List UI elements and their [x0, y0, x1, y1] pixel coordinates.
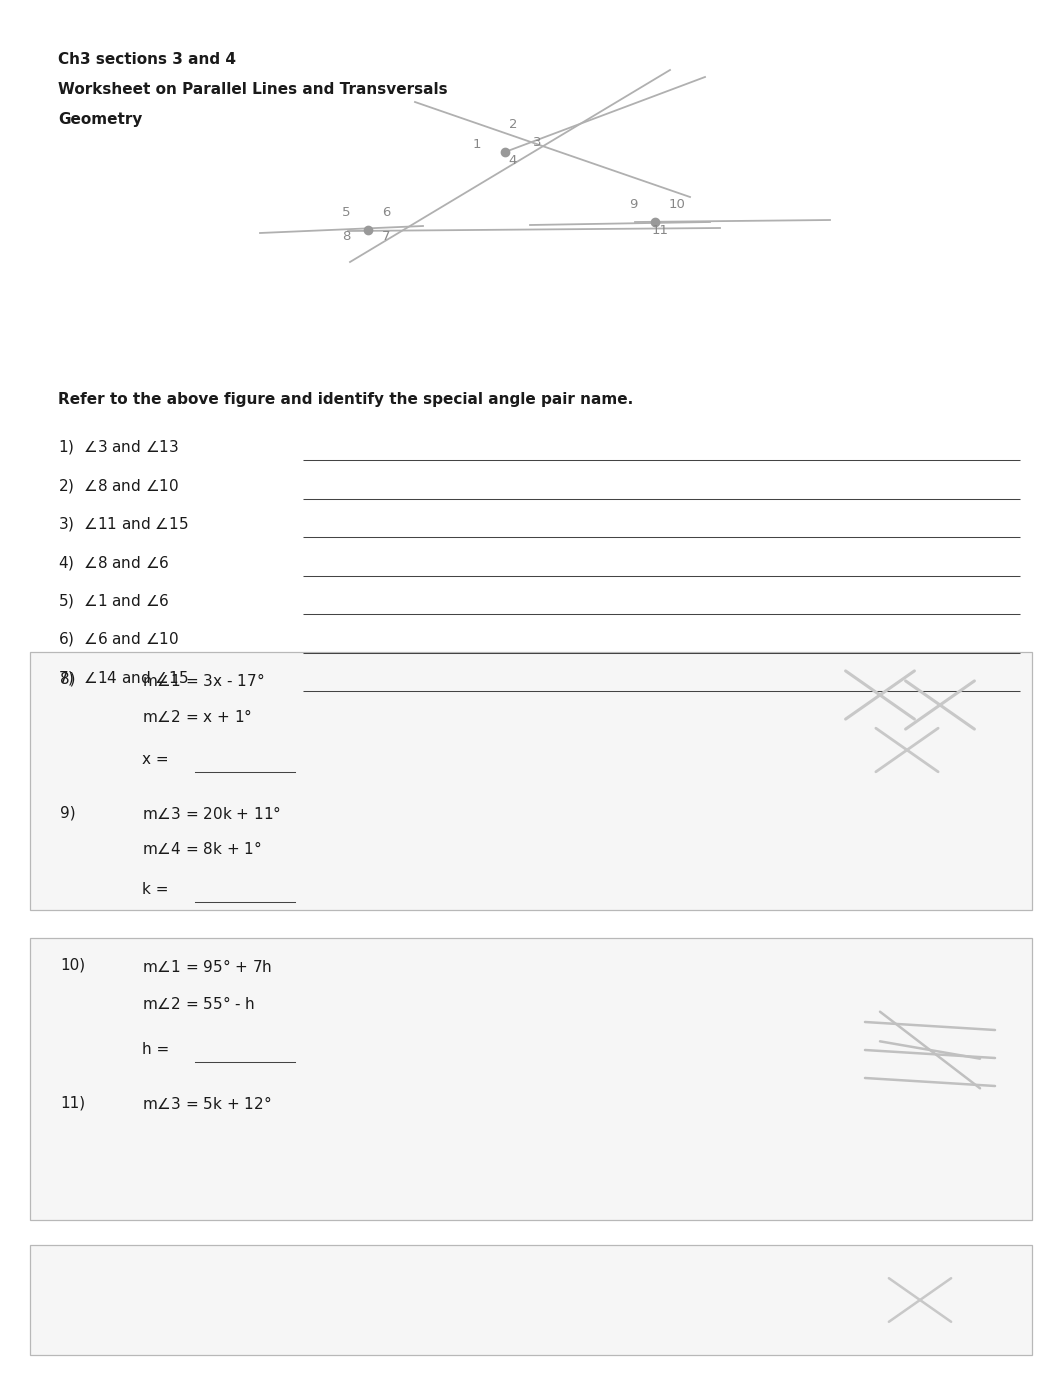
Text: k =: k = [142, 883, 173, 896]
Text: 6)  $\angle$6 and $\angle$10: 6) $\angle$6 and $\angle$10 [58, 631, 179, 649]
Text: 8: 8 [342, 230, 350, 242]
Text: 4)  $\angle$8 and $\angle$6: 4) $\angle$8 and $\angle$6 [58, 554, 170, 571]
Text: 1: 1 [473, 138, 481, 150]
Text: 3: 3 [533, 135, 542, 149]
FancyBboxPatch shape [30, 938, 1032, 1220]
Text: 10: 10 [669, 197, 685, 211]
Text: 7)  $\angle$14 and $\angle$15: 7) $\angle$14 and $\angle$15 [58, 669, 189, 687]
Text: h =: h = [142, 1042, 174, 1058]
Text: m$\angle$3 = 5k + 12°: m$\angle$3 = 5k + 12° [142, 1095, 272, 1113]
Text: 2)  $\angle$8 and $\angle$10: 2) $\angle$8 and $\angle$10 [58, 476, 179, 494]
Text: m$\angle$2 = 55° - h: m$\angle$2 = 55° - h [142, 996, 255, 1012]
Text: m$\angle$1 = 3x - 17°: m$\angle$1 = 3x - 17° [142, 672, 264, 688]
Text: 5)  $\angle$1 and $\angle$6: 5) $\angle$1 and $\angle$6 [58, 592, 170, 610]
Text: Refer to the above figure and identify the special angle pair name.: Refer to the above figure and identify t… [58, 392, 633, 408]
Text: x =: x = [142, 752, 173, 767]
Text: Worksheet on Parallel Lines and Transversals: Worksheet on Parallel Lines and Transver… [58, 83, 447, 96]
Text: Geometry: Geometry [58, 112, 142, 127]
Text: 9): 9) [59, 806, 75, 819]
Text: 6: 6 [382, 205, 390, 219]
Text: 1)  $\angle$3 and $\angle$13: 1) $\angle$3 and $\angle$13 [58, 438, 179, 456]
Text: 7: 7 [381, 230, 390, 242]
Text: 8): 8) [59, 672, 75, 687]
Text: 3)  $\angle$11 and $\angle$15: 3) $\angle$11 and $\angle$15 [58, 515, 189, 533]
Text: m$\angle$1 = 95° + 7h: m$\angle$1 = 95° + 7h [142, 958, 272, 975]
Text: Ch3 sections 3 and 4: Ch3 sections 3 and 4 [58, 52, 236, 67]
Text: 4: 4 [509, 153, 517, 167]
Text: 2: 2 [509, 117, 517, 131]
Text: 5: 5 [342, 205, 350, 219]
FancyBboxPatch shape [30, 1245, 1032, 1355]
FancyBboxPatch shape [30, 651, 1032, 910]
Text: m$\angle$2 = x + 1°: m$\angle$2 = x + 1° [142, 708, 252, 726]
Text: 11): 11) [59, 1095, 85, 1110]
Text: 11: 11 [651, 223, 668, 237]
Text: 9: 9 [629, 197, 637, 211]
Text: m$\angle$4 = 8k + 1°: m$\angle$4 = 8k + 1° [142, 840, 261, 856]
Text: 10): 10) [59, 958, 85, 974]
Text: m$\angle$3 = 20k + 11°: m$\angle$3 = 20k + 11° [142, 806, 281, 822]
